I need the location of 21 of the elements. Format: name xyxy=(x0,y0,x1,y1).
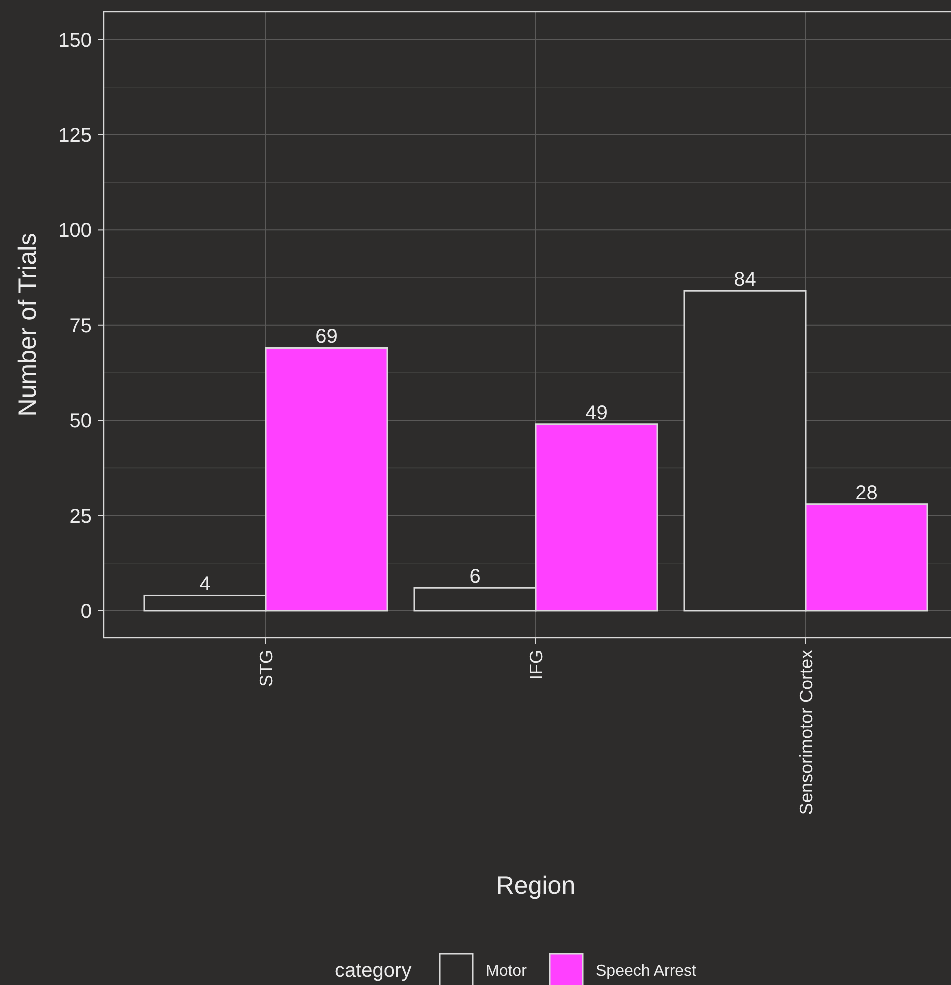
y-axis-title: Number of Trials xyxy=(14,233,42,417)
legend-title: category xyxy=(335,960,412,982)
data-label: 28 xyxy=(856,482,878,504)
y-tick-label: 100 xyxy=(58,220,92,242)
y-tick-label: 150 xyxy=(58,30,92,52)
legend-label: Speech Arrest xyxy=(596,963,698,980)
y-tick-label: 50 xyxy=(70,410,92,433)
y-tick-label: 125 xyxy=(58,124,92,147)
data-label: 84 xyxy=(734,269,756,292)
x-tick-label: Sensorimotor Cortex xyxy=(796,650,816,816)
x-tick-label: IFG xyxy=(526,650,546,680)
x-tick-label: STG xyxy=(256,650,276,688)
y-tick-label: 75 xyxy=(70,315,92,338)
y-tick-label: 25 xyxy=(70,506,92,528)
data-label: 49 xyxy=(586,402,608,424)
data-label: 69 xyxy=(316,326,338,348)
legend-label: Motor xyxy=(486,963,528,980)
x-axis-title: Region xyxy=(496,872,576,900)
y-tick-label: 0 xyxy=(80,600,92,623)
data-label: 6 xyxy=(470,566,481,588)
data-label: 4 xyxy=(200,574,211,596)
